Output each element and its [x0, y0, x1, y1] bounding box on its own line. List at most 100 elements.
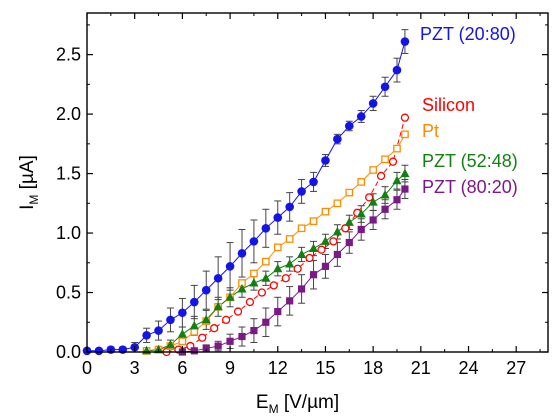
series-label: Pt [422, 121, 439, 141]
data-point [245, 297, 255, 307]
axes: 0 3 6 9 12 15 18 21 24 27 0.0 0.5 1.0 1.5 2.0 2.5 EM [V/… [17, 12, 549, 416]
data-point [214, 342, 222, 350]
data-point [345, 188, 354, 197]
data-point [309, 271, 318, 279]
x-tick-label: 6 [177, 358, 187, 378]
plot-frame [86, 12, 549, 353]
x-tick-label: 27 [506, 358, 526, 378]
data-point [393, 196, 401, 204]
data-point [305, 253, 314, 263]
data-point [261, 273, 271, 282]
series-line [146, 134, 406, 352]
data-point [381, 205, 389, 213]
series-labels: PZT (20:80) Silicon Pt PZT (52:48) PZT (80:2… [420, 24, 518, 197]
data-point [165, 339, 176, 349]
data-point [285, 202, 294, 212]
data-point [392, 65, 402, 75]
data-point [142, 331, 151, 340]
data-point [297, 187, 306, 196]
data-point [321, 262, 330, 270]
series-line [166, 117, 406, 353]
x-tick-label: 3 [130, 358, 140, 378]
x-tick-label: 15 [315, 358, 335, 378]
data-point [380, 189, 390, 199]
x-tick-label: 18 [363, 358, 383, 378]
data-point [356, 209, 366, 218]
data-point [369, 216, 377, 224]
y-tick-label: 0.5 [56, 283, 81, 303]
data-point [189, 320, 199, 330]
data-point [317, 245, 326, 254]
data-point [285, 235, 294, 243]
data-point [177, 329, 187, 338]
data-point [297, 224, 306, 233]
data-point [309, 217, 318, 226]
data-point [178, 308, 187, 318]
data-point [321, 156, 330, 165]
x-tick-label: 0 [82, 358, 92, 378]
data-point [345, 238, 353, 247]
data-point [201, 285, 211, 295]
data-point [400, 37, 410, 46]
data-points [82, 37, 410, 357]
data-point [308, 243, 319, 253]
data-point [250, 326, 258, 335]
data-point [261, 223, 271, 233]
series-lines [87, 41, 406, 353]
y-tick-label: 1.0 [56, 223, 81, 243]
series-label: Silicon [422, 95, 475, 115]
data-point [273, 263, 283, 273]
data-point [281, 274, 290, 283]
y-axis-title: IM [µA] [17, 155, 41, 210]
data-point [381, 155, 389, 164]
data-point [210, 324, 219, 333]
y-tick-label: 2.5 [56, 45, 81, 65]
y-tick-label: 1.5 [56, 164, 81, 184]
data-point [333, 134, 342, 144]
data-point [178, 337, 187, 346]
data-point [198, 333, 207, 342]
data-point [285, 258, 295, 268]
data-point [202, 344, 210, 353]
data-point [213, 301, 223, 311]
data-point [233, 307, 243, 316]
x-axis-title: EM [V/µm] [256, 392, 339, 416]
data-point [357, 178, 366, 186]
series-label: PZT (52:48) [422, 151, 518, 171]
data-point [380, 82, 390, 92]
series-label: PZT (20:80) [420, 24, 516, 44]
data-point [388, 157, 398, 166]
data-point [376, 171, 386, 181]
series-line [87, 41, 406, 352]
data-point [344, 217, 354, 226]
data-point [225, 262, 235, 271]
data-point [368, 197, 378, 206]
x-tick-label: 12 [268, 358, 288, 378]
x-tick-label: 24 [459, 358, 479, 378]
data-point [213, 273, 223, 283]
data-point [332, 226, 342, 236]
x-tick-label: 9 [225, 358, 235, 378]
data-point [392, 175, 402, 185]
data-point [369, 166, 377, 174]
data-point [201, 314, 211, 324]
series-label: PZT (80:20) [422, 177, 518, 197]
data-point [329, 237, 338, 246]
data-point [273, 243, 282, 252]
data-point [190, 297, 199, 307]
data-point [400, 113, 410, 122]
data-point [166, 315, 175, 325]
data-point [321, 207, 330, 216]
data-point [257, 288, 267, 297]
x-tick-label: 21 [411, 358, 431, 378]
data-point [190, 347, 198, 355]
data-point [357, 225, 365, 234]
data-point [293, 264, 302, 273]
data-point [153, 344, 164, 354]
data-point [249, 278, 259, 287]
data-point [226, 337, 234, 345]
data-point [400, 168, 410, 178]
data-point [344, 121, 354, 131]
data-point [269, 281, 278, 290]
